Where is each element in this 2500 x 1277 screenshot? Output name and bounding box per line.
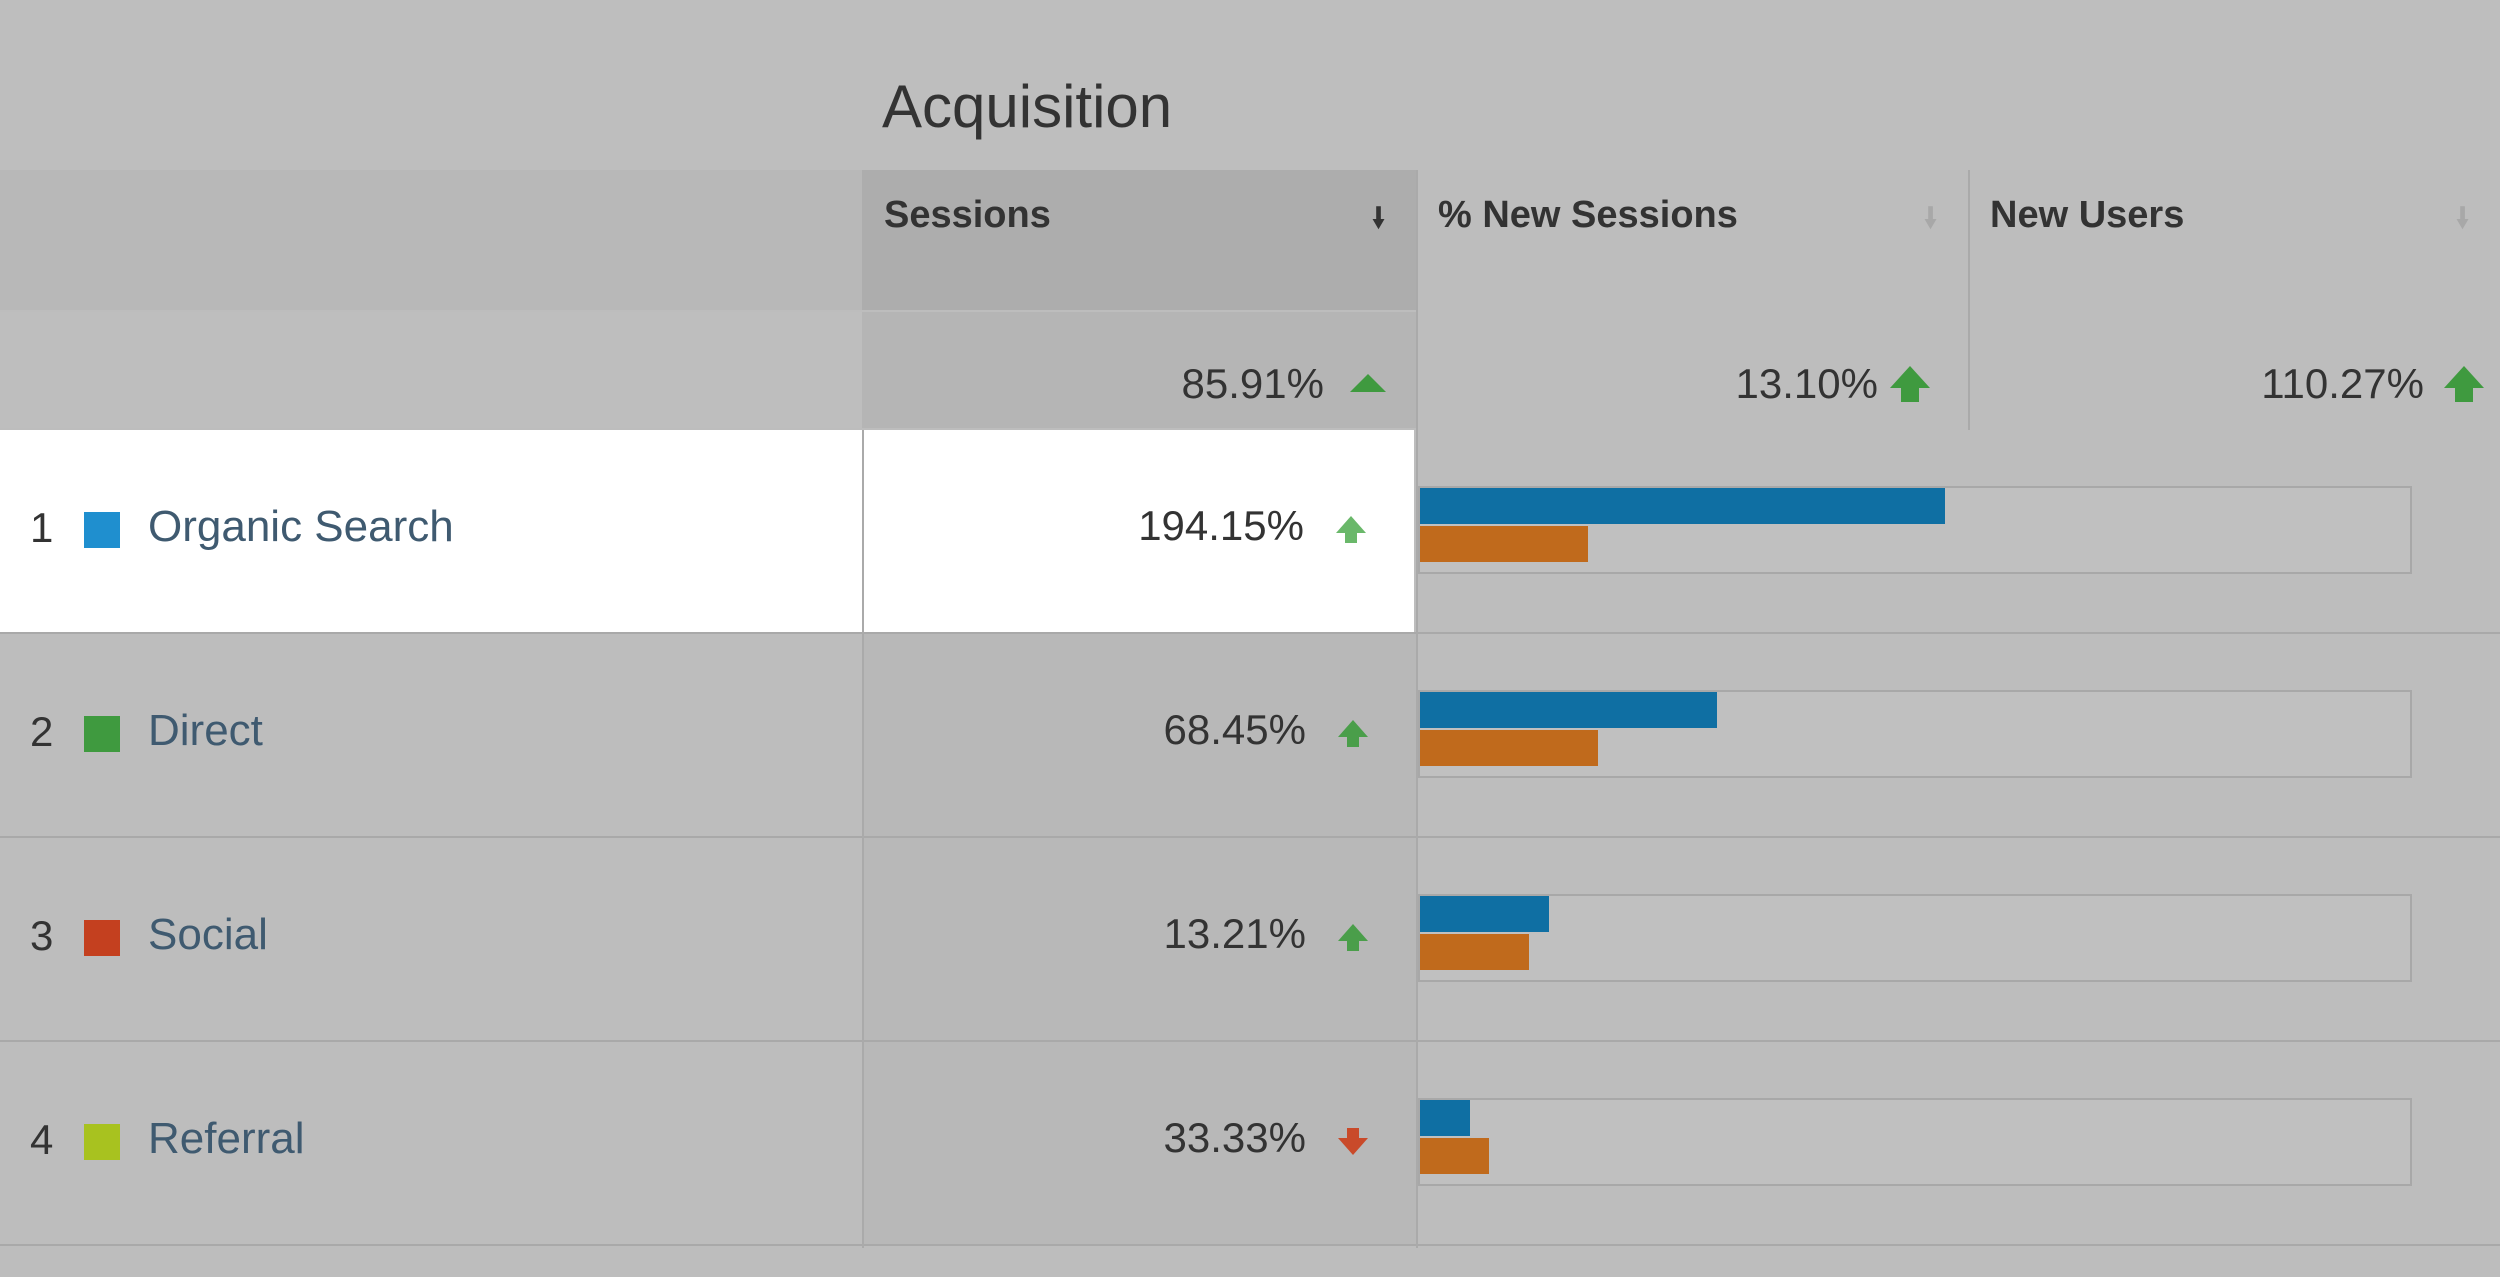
- group-title: Acquisition: [882, 73, 1173, 140]
- series-color-swatch: [84, 1124, 120, 1160]
- bar-current-period: [1420, 896, 1549, 932]
- totals-row-label-cell: [0, 312, 862, 428]
- sort-desc-icon[interactable]: 🠛: [1370, 202, 1386, 235]
- table-row-bar-cell: [1418, 634, 2500, 836]
- totals-new-users-value: 110.27%: [2261, 360, 2424, 407]
- table-row-sessions-cell: 194.15%: [862, 430, 1414, 632]
- totals-new-sessions-value: 13.10%: [1735, 360, 1878, 407]
- column-header-sessions[interactable]: Sessions 🠛: [862, 170, 1416, 310]
- totals-new-sessions-cell: 13.10%: [1418, 312, 1968, 428]
- column-header-label: Sessions: [884, 194, 1051, 236]
- comparison-bar-track: [1418, 894, 2412, 982]
- table-row-dimension-cell: 3 Social: [0, 838, 862, 1040]
- table-row-dimension-cell: 2 Direct: [0, 634, 862, 836]
- bar-previous-period: [1420, 934, 1529, 970]
- bar-current-period: [1420, 488, 1945, 524]
- row-divider: [0, 1040, 2500, 1042]
- trend-up-arrow-icon: [1338, 924, 1368, 954]
- row-number: 2: [30, 708, 54, 755]
- bar-current-period: [1420, 692, 1717, 728]
- trend-up-arrow-icon: [2444, 366, 2484, 404]
- table-row-sessions-cell: 13.21%: [862, 838, 1416, 1040]
- dimension-header: [0, 170, 862, 310]
- series-color-swatch: [84, 716, 120, 752]
- channel-link[interactable]: Organic Search: [148, 502, 454, 551]
- comparison-bar-track: [1418, 690, 2412, 778]
- bar-previous-period: [1420, 1138, 1489, 1174]
- series-color-swatch: [84, 920, 120, 956]
- row-divider: [0, 836, 2500, 838]
- column-divider: [1416, 430, 1418, 1248]
- trend-down-arrow-icon: [1338, 1128, 1368, 1158]
- sort-icon[interactable]: 🠛: [2454, 202, 2470, 235]
- row-divider: [0, 632, 2500, 634]
- sort-icon[interactable]: 🠛: [1922, 202, 1938, 235]
- table-row-sessions-cell: 33.33%: [862, 1042, 1416, 1244]
- sessions-change-value: 68.45%: [1163, 706, 1306, 753]
- column-header-label: % New Sessions: [1438, 194, 1738, 236]
- trend-up-arrow-icon: [1350, 374, 1386, 392]
- table-row-sessions-cell: 68.45%: [862, 634, 1416, 836]
- sessions-change-value: 33.33%: [1163, 1114, 1306, 1161]
- table-row-dimension-cell: 4 Referral: [0, 1042, 862, 1244]
- trend-up-arrow-icon: [1336, 516, 1366, 546]
- column-header-label: New Users: [1990, 194, 2185, 236]
- table-row-bar-cell: [1418, 1042, 2500, 1244]
- channel-link[interactable]: Direct: [148, 706, 263, 755]
- totals-sessions-value: 85.91%: [1181, 360, 1324, 407]
- column-divider: [1416, 170, 1418, 430]
- sessions-change-value: 194.15%: [1138, 502, 1304, 549]
- row-number: 1: [30, 504, 54, 551]
- comparison-bar-track: [1418, 1098, 2412, 1186]
- row-number: 3: [30, 912, 54, 959]
- totals-new-users-cell: 110.27%: [1970, 312, 2500, 428]
- table-row-bar-cell: [1418, 430, 2500, 632]
- bar-current-period: [1420, 1100, 1470, 1136]
- group-header: [0, 0, 2500, 170]
- sessions-change-value: 13.21%: [1163, 910, 1306, 957]
- row-divider: [0, 1244, 2500, 1246]
- column-divider: [1968, 170, 1970, 430]
- row-number: 4: [30, 1116, 54, 1163]
- comparison-bar-track: [1418, 486, 2412, 574]
- table-row-bar-cell: [1418, 838, 2500, 1040]
- totals-sessions-cell: 85.91%: [862, 312, 1416, 428]
- column-header-new-users[interactable]: New Users 🠛: [1970, 170, 2500, 310]
- series-color-swatch: [84, 512, 120, 548]
- column-header-new-sessions[interactable]: % New Sessions 🠛: [1418, 170, 1968, 310]
- channel-link[interactable]: Social: [148, 910, 268, 959]
- trend-up-arrow-icon: [1890, 366, 1930, 404]
- column-divider: [862, 430, 864, 1248]
- channel-link[interactable]: Referral: [148, 1114, 305, 1163]
- bar-previous-period: [1420, 526, 1588, 562]
- table-row-dimension-cell: 1 Organic Search: [0, 430, 862, 632]
- trend-up-arrow-icon: [1338, 720, 1368, 750]
- bar-previous-period: [1420, 730, 1598, 766]
